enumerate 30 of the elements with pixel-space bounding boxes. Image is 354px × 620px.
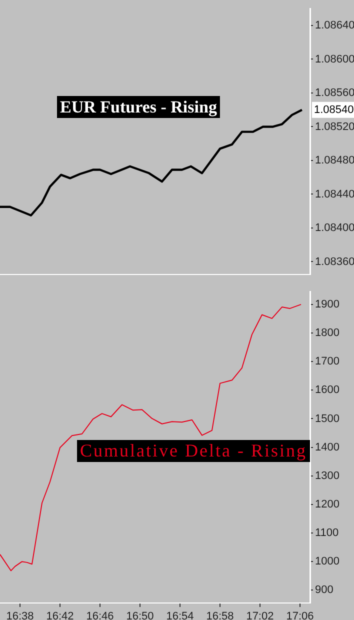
y-tick-label: 1800: [315, 327, 340, 340]
y-tick-label: 1.08520: [315, 120, 354, 133]
y-tick-label: 1700: [315, 356, 340, 368]
y-tick-label: 1300: [315, 470, 340, 482]
y-tick-label: 1100: [315, 527, 339, 540]
y-tick-label: 1900: [315, 298, 340, 310]
annotation: Cumulative Delta - Rising: [80, 440, 308, 461]
annotation: EUR Futures - Rising: [60, 97, 218, 116]
y-tick-label: 1.08560: [315, 87, 354, 100]
x-tick-label: 16:50: [126, 610, 154, 620]
y-tick-label: 1200: [315, 498, 340, 510]
annotation: 1.08540: [314, 104, 354, 116]
x-tick-label: 17:02: [246, 610, 274, 620]
y-tick-label: 1.08400: [315, 222, 354, 234]
x-tick-label: 16:38: [6, 610, 34, 620]
y-tick-label: 1000: [315, 556, 340, 568]
y-tick-label: 1500: [315, 412, 340, 425]
y-tick-label: 1.08640: [315, 20, 354, 32]
y-tick-label: 1.08440: [315, 188, 354, 200]
y-tick-label: 1.08360: [315, 256, 354, 268]
x-tick-label: 16:58: [206, 610, 234, 620]
y-tick-label: 1600: [315, 384, 340, 396]
x-tick-label: 16:46: [86, 610, 114, 620]
x-tick-label: 16:42: [46, 610, 74, 620]
y-tick-label: 1400: [315, 441, 340, 454]
y-tick-label: 900: [315, 584, 334, 596]
x-tick-label: 17:06: [286, 610, 314, 620]
y-tick-label: 1.08480: [315, 154, 354, 167]
y-tick-label: 1.08600: [315, 53, 354, 66]
x-tick-label: 16:54: [166, 610, 194, 620]
